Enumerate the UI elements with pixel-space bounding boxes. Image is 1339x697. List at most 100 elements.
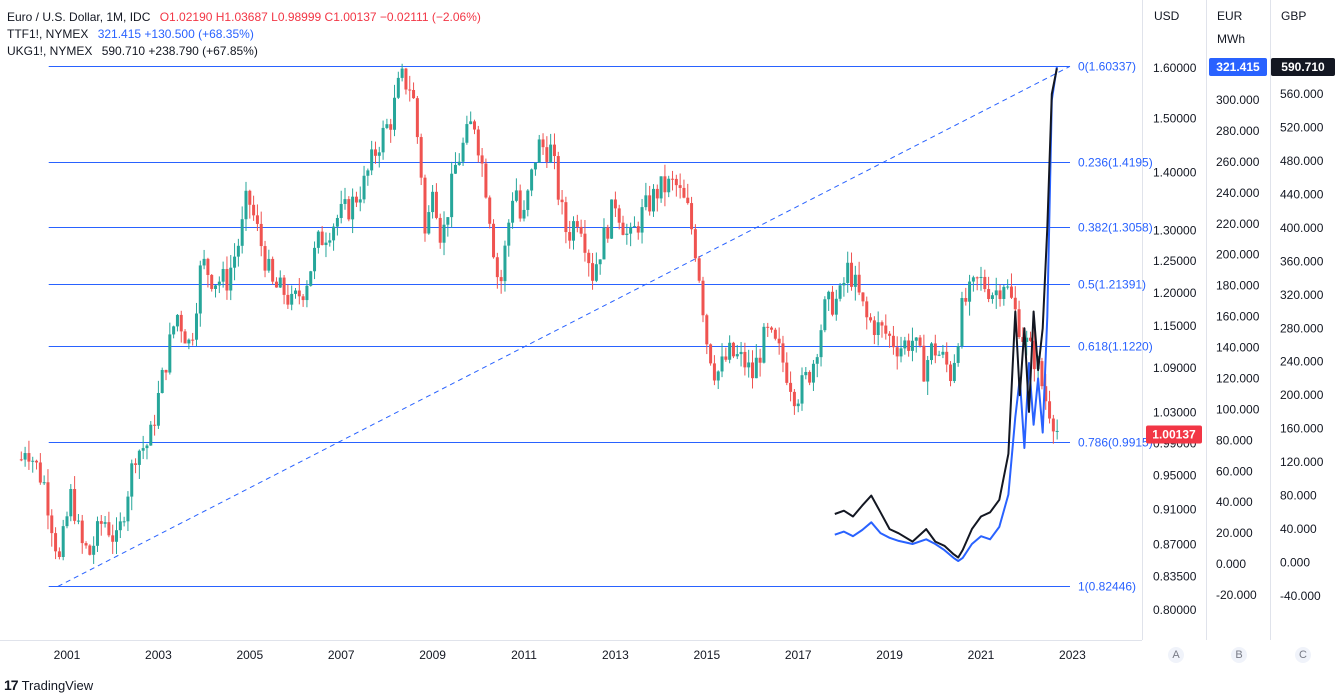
usd-tick-label: 1.25000 [1153, 254, 1197, 268]
usd-tick-label: 1.09000 [1153, 361, 1197, 375]
candle-body [956, 346, 960, 363]
usd-tick-label: 1.40000 [1153, 165, 1197, 179]
candle-body [393, 97, 397, 130]
usd-tick-label: 0.87000 [1153, 537, 1197, 551]
candle-body [560, 199, 564, 203]
candle-body [869, 317, 873, 321]
candle-body [636, 226, 640, 233]
candle-body [137, 450, 141, 465]
ukg-series-line [834, 68, 1058, 559]
candle-body [76, 520, 80, 522]
candle-body [278, 277, 282, 288]
candle-body [118, 521, 122, 531]
candle-body [434, 191, 438, 218]
candle-body [720, 356, 724, 372]
candle-body [1029, 337, 1033, 341]
candle-body [126, 496, 130, 522]
candle-body [358, 199, 362, 203]
candle-body [888, 333, 892, 336]
legend-ttf-symbol: TTF1!, NYMEX [7, 27, 89, 41]
candle-body [674, 178, 678, 186]
candle-body [134, 463, 138, 465]
candle-body [217, 281, 221, 286]
legend-main-ohlc: O1.02190 H1.03687 L0.98999 C1.00137 −0.0… [159, 10, 481, 24]
candle-body [1032, 340, 1036, 370]
candle-body [480, 155, 484, 164]
gbp-scale-header: GBP [1281, 9, 1307, 23]
eur-tick-label: 120.000 [1216, 371, 1260, 385]
legend: Euro / U.S. Dollar, 1M, IDC O1.02190 H1.… [7, 9, 481, 60]
candle-body [568, 232, 572, 241]
candle-body [572, 221, 576, 241]
candle-body [629, 226, 633, 234]
candle-body [187, 339, 191, 344]
candle-body [465, 124, 469, 143]
candle-body [156, 392, 160, 426]
candle-body [244, 190, 248, 220]
legend-ttf[interactable]: TTF1!, NYMEX 321.415 +130.500 (+68.35%) [7, 26, 481, 43]
gbp-tick-label: 400.000 [1280, 221, 1324, 235]
candle-body [857, 274, 861, 293]
candle-body [983, 276, 987, 290]
candle-body [172, 326, 176, 335]
candle-body [198, 265, 202, 314]
candle-body [145, 445, 149, 449]
tradingview-mark-icon: 17 [4, 677, 19, 693]
candle-body [50, 515, 54, 534]
candle-body [895, 347, 899, 357]
fib-trend-line [57, 65, 1071, 587]
candle-body [69, 488, 73, 517]
candle-body [743, 351, 747, 368]
legend-ukg[interactable]: UKG1!, NYMEX 590.710 +238.790 (+67.85%) [7, 43, 481, 60]
candle-body [552, 144, 556, 157]
tradingview-logo[interactable]: 17 TradingView [4, 677, 93, 693]
usd-scale-header: USD [1154, 9, 1180, 23]
eurusd-candles [19, 63, 1059, 564]
candle-body [728, 342, 732, 360]
x-tick-label: 2013 [602, 648, 629, 662]
candle-body [701, 280, 705, 316]
legend-main[interactable]: Euro / U.S. Dollar, 1M, IDC O1.02190 H1.… [7, 9, 481, 26]
candle-body [526, 190, 530, 210]
candle-body [35, 460, 39, 463]
candle-body [488, 197, 492, 224]
candle-body [419, 137, 423, 178]
candle-body [804, 371, 808, 376]
scale-a-button[interactable]: A [1168, 647, 1184, 663]
candle-body [99, 521, 103, 524]
candle-body [221, 268, 225, 282]
candle-body [351, 196, 355, 220]
candle-body [987, 289, 991, 299]
candle-body [274, 281, 278, 288]
candle-body [294, 290, 297, 294]
candle-body [153, 424, 157, 426]
candle-body [648, 195, 652, 212]
candle-body [80, 520, 84, 544]
candle-body [324, 242, 328, 246]
candle-body [1002, 286, 1006, 299]
candle-body [971, 277, 975, 282]
gbp-tick-label: 480.000 [1280, 154, 1324, 168]
gbp-last-value-badge-bg [1271, 58, 1335, 76]
ttf-series-line [834, 66, 1058, 562]
scale-c-button[interactable]: C [1295, 647, 1311, 663]
candle-body [827, 291, 831, 300]
candle-body [202, 258, 206, 266]
legend-ttf-values: 321.415 +130.500 (+68.35%) [97, 27, 254, 41]
candle-body [57, 551, 61, 557]
candle-body [975, 277, 979, 279]
candle-body [884, 325, 888, 334]
candle-body [853, 274, 857, 287]
candle-body [834, 298, 838, 315]
candle-body [271, 258, 275, 282]
candle-body [899, 348, 903, 357]
candle-body [286, 294, 290, 305]
candle-body [594, 264, 598, 281]
usd-tick-label: 1.30000 [1153, 223, 1197, 237]
candle-body [838, 285, 842, 299]
candle-body [164, 369, 168, 373]
candle-body [865, 301, 869, 318]
candle-body [179, 314, 183, 332]
scale-b-button[interactable]: B [1231, 647, 1247, 663]
